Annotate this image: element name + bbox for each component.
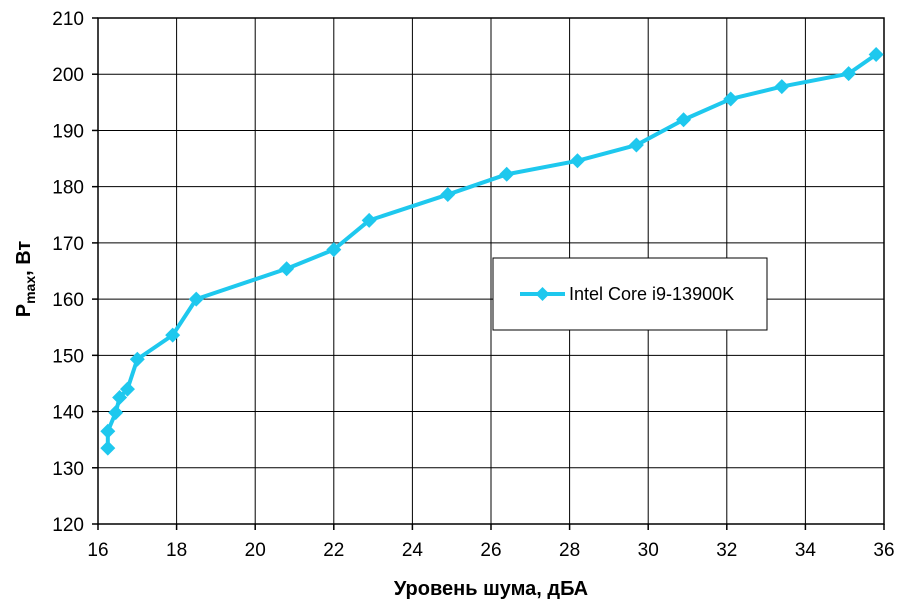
y-axis-title-main: P [13, 304, 35, 317]
legend: Intel Core i9-13900K [492, 257, 768, 331]
data-point-marker [119, 381, 135, 397]
data-point-marker [188, 291, 204, 307]
data-point-marker [868, 47, 884, 63]
x-tick-label: 16 [87, 540, 108, 561]
data-point-marker [279, 261, 295, 277]
data-point-marker [100, 423, 116, 439]
data-point-marker [108, 405, 124, 421]
series-line [105, 52, 879, 451]
data-point-marker [100, 440, 116, 456]
x-tick-label: 18 [166, 540, 187, 561]
x-tick-label: 34 [795, 540, 817, 561]
y-tick-label: 160 [52, 290, 84, 311]
y-tick-label: 200 [52, 65, 84, 86]
data-point-marker [841, 66, 857, 82]
x-tick-label: 26 [480, 540, 501, 561]
x-axis: 16 18 20 22 24 26 28 30 32 34 36 [87, 524, 895, 561]
x-tick-label: 36 [873, 540, 894, 561]
data-point-marker [676, 112, 692, 128]
series-layer [100, 47, 884, 456]
x-axis-title: Уровень шума, дБА [394, 578, 588, 599]
y-axis-title-suffix: , Вт [13, 241, 35, 276]
y-tick-label: 130 [52, 459, 84, 480]
data-point-marker [499, 166, 515, 182]
legend-diamond-marker [535, 287, 550, 301]
y-axis: 120 130 140 150 160 170 180 190 200 210 [52, 9, 98, 536]
y-tick-label: 190 [52, 121, 84, 142]
y-tick-label: 140 [52, 403, 84, 424]
legend-label: Intel Core i9-13900K [569, 284, 734, 304]
y-tick-label: 210 [52, 9, 84, 30]
data-point-marker [112, 390, 128, 405]
data-point-marker [628, 137, 644, 153]
data-point-marker [361, 212, 377, 228]
y-axis-title-subscript: max [22, 276, 38, 304]
data-point-marker [774, 79, 790, 95]
data-point-marker [326, 242, 342, 258]
x-tick-label: 24 [402, 540, 424, 561]
x-tick-label: 28 [559, 540, 580, 561]
data-point-marker [129, 351, 145, 367]
data-point-marker [569, 153, 585, 169]
x-tick-label: 30 [638, 540, 659, 561]
x-tick-label: 22 [323, 540, 344, 561]
data-point-marker [440, 187, 456, 203]
data-point-marker [165, 327, 181, 343]
y-axis-title: Pmax, Вт [13, 241, 38, 318]
x-tick-label: 32 [716, 540, 737, 561]
y-tick-label: 180 [52, 178, 84, 199]
data-point-marker [723, 91, 739, 107]
y-tick-label: 170 [52, 234, 84, 255]
x-tick-label: 20 [245, 540, 266, 561]
y-tick-label: 150 [52, 346, 84, 367]
y-tick-label: 120 [52, 515, 84, 536]
